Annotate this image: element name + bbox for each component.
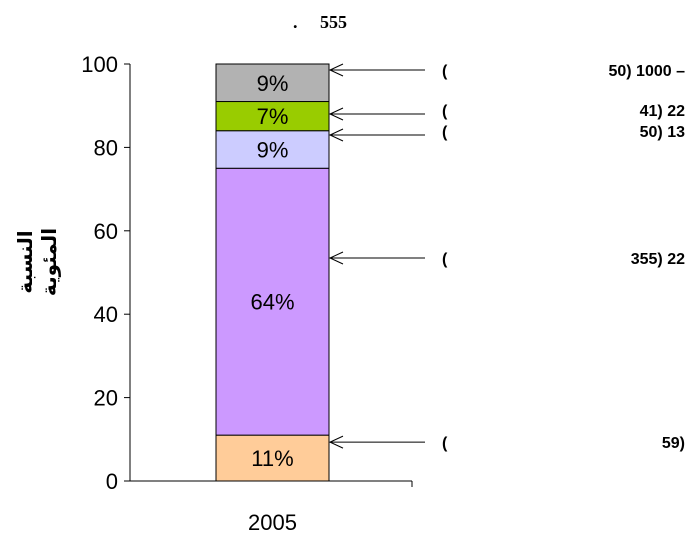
y-axis-label-line-1: النسبة xyxy=(13,230,37,293)
annotation-arrowhead-2 xyxy=(328,128,344,142)
annotation-paren-4: ( xyxy=(442,435,448,452)
annotation-text-4: 59) xyxy=(662,435,685,452)
segment-label-2: 9% xyxy=(257,137,289,162)
axes: 0 20 40 60 80 100 2005 xyxy=(81,52,413,535)
bar-segment-0 xyxy=(215,434,330,482)
segment-label-3: 7% xyxy=(257,104,289,129)
bar-segments: 11% 64% 9% 7% 9% xyxy=(215,63,330,482)
y-tick-label-2: 40 xyxy=(94,302,118,327)
segment-label-0: 11% xyxy=(251,446,293,471)
annotations: (50) 1000 – (41) 22 (50) 13 (355) 22 (59) xyxy=(328,63,685,452)
x-tick-label-0: 2005 xyxy=(248,510,297,535)
annotation-arrowhead-0 xyxy=(328,63,344,77)
bar-segment-3 xyxy=(215,101,330,132)
y-tick-label-5: 100 xyxy=(81,52,118,77)
bar-segment-1 xyxy=(215,167,330,436)
segment-label-4: 9% xyxy=(257,71,289,96)
segment-label-1: 64% xyxy=(250,290,294,315)
annotation-arrowhead-3 xyxy=(328,251,344,265)
annotation-paren-3: ( xyxy=(442,251,448,268)
y-tick-label-0: 0 xyxy=(106,469,118,494)
annotation-paren-1: ( xyxy=(442,103,448,120)
annotation-text-2: 50) 13 xyxy=(640,124,685,141)
annotation-paren-0: ( xyxy=(442,63,448,80)
annotation-text-0: 50) 1000 – xyxy=(608,63,685,80)
y-axis-label: النسبة المئوية xyxy=(13,228,61,296)
y-tick-label-3: 60 xyxy=(94,219,118,244)
annotation-paren-2: ( xyxy=(442,124,448,141)
annotation-arrowhead-1 xyxy=(328,107,344,121)
annotation-text-3: 355) 22 xyxy=(631,251,685,268)
annotation-arrowhead-4 xyxy=(328,435,344,449)
y-tick-label-1: 20 xyxy=(94,386,118,411)
annotation-text-1: 41) 22 xyxy=(640,103,685,120)
bar-segment-4 xyxy=(215,63,330,103)
chart-title: . 555 xyxy=(293,12,347,32)
y-tick-label-4: 80 xyxy=(94,135,118,160)
y-axis-label-line-2: المئوية xyxy=(37,228,61,296)
